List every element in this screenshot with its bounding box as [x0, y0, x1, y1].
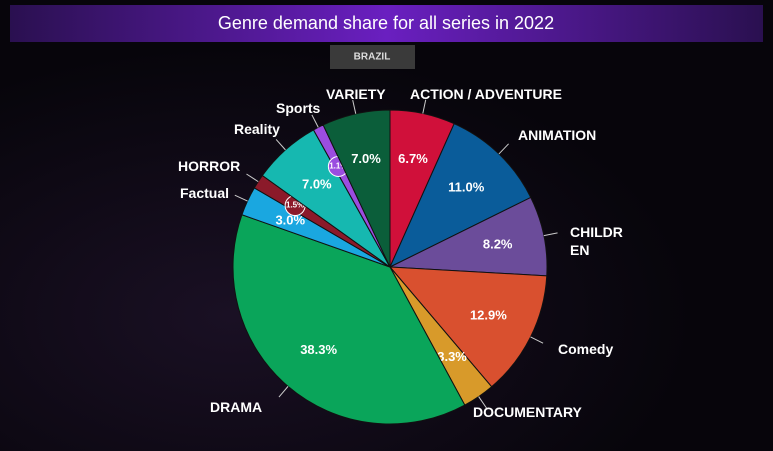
leader-line [234, 194, 248, 202]
category-label: Comedy [558, 341, 614, 357]
category-label: Reality [234, 121, 280, 137]
leader-line [422, 99, 427, 114]
leader-line [352, 100, 357, 114]
category-label: VARIETY [326, 86, 386, 102]
value-label: 1.1% [329, 162, 347, 171]
subtitle-box [330, 45, 415, 69]
category-label: DOCUMENTARY [473, 404, 582, 420]
value-label: 6.7% [398, 151, 428, 166]
value-label: 1.5% [286, 201, 304, 210]
leader-line [246, 173, 259, 183]
leader-line [278, 386, 289, 398]
value-label: 12.9% [470, 307, 507, 322]
leader-line [530, 336, 544, 344]
pie-slice [388, 266, 548, 388]
value-label: 7.0% [351, 151, 381, 166]
leader-line [275, 139, 286, 151]
title-bar [10, 5, 763, 42]
value-label: 3.0% [275, 212, 305, 227]
value-label: 3.3% [437, 349, 467, 364]
leader-line [498, 143, 509, 155]
leader-line [311, 114, 319, 128]
leader-line [543, 232, 558, 237]
pie-slice [388, 123, 532, 269]
value-label: 11.0% [448, 179, 485, 194]
pie-slice [322, 109, 391, 268]
category-label: DRAMA [210, 399, 263, 415]
value-label: 38.3% [300, 342, 337, 357]
value-label: 7.0% [302, 176, 332, 191]
value-label: 8.2% [483, 236, 513, 251]
chart-title: Genre demand share for all series in 202… [218, 13, 554, 33]
category-label: Sports [276, 100, 321, 116]
subtitle: BRAZIL [354, 52, 391, 63]
category-label: HORROR [178, 158, 241, 174]
category-label: Factual [180, 185, 230, 201]
category-label: ANIMATION [518, 127, 597, 143]
pie-slice [232, 214, 466, 425]
category-label: ACTION / ADVENTURE [410, 86, 562, 102]
category-label: CHILDR EN [570, 224, 623, 258]
leader-line [478, 396, 487, 409]
